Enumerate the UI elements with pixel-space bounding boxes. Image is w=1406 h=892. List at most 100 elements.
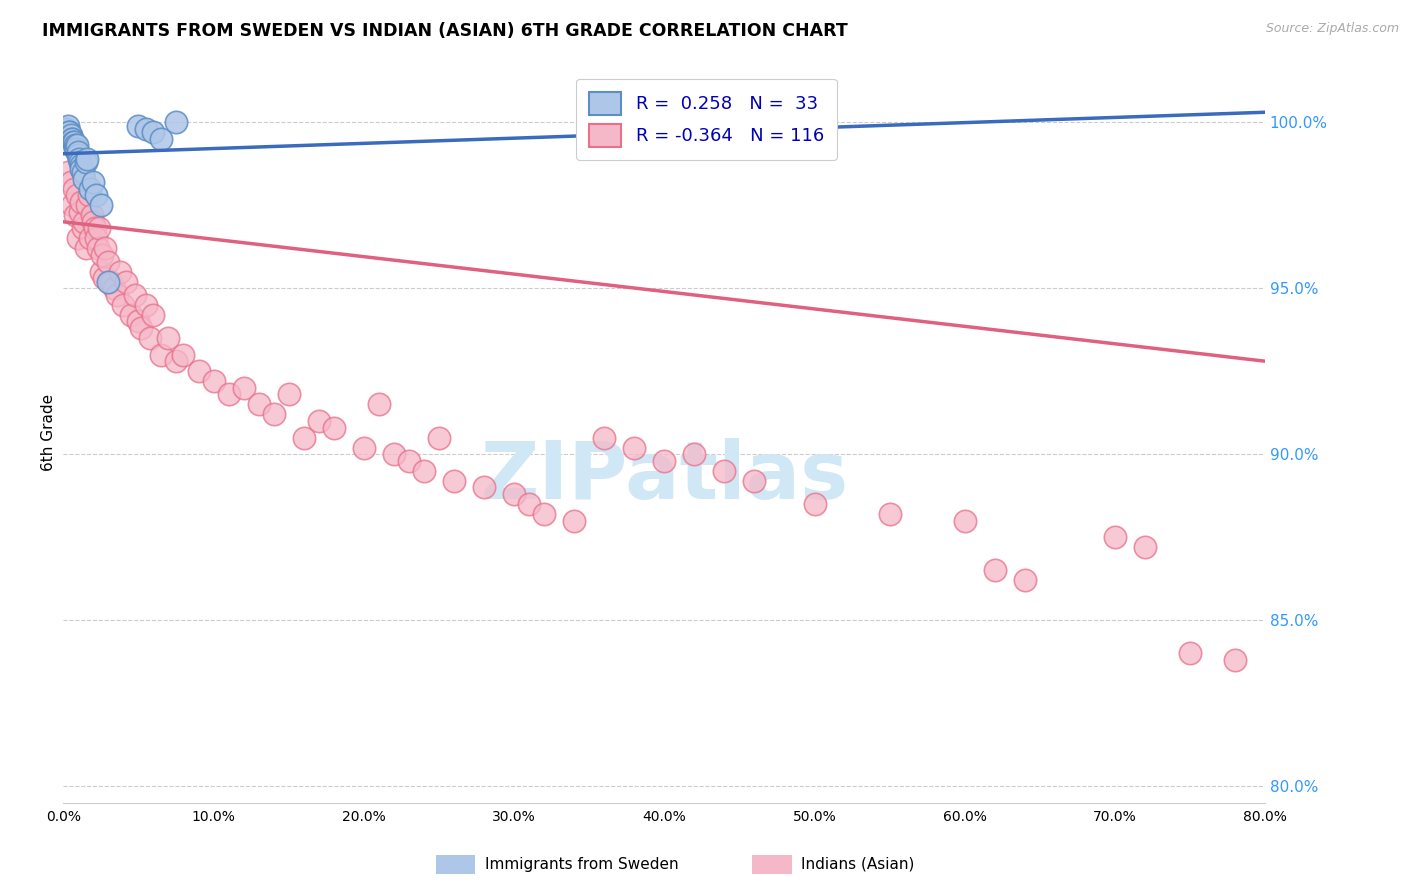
Point [97, 275, 120, 289]
Point [66, 148, 89, 162]
Point [58, 125, 80, 139]
Point [65, 142, 87, 156]
Point [142, 308, 165, 322]
Point [72, 165, 94, 179]
Point [62, 135, 84, 149]
Point [76, 152, 98, 166]
Point [56, 119, 79, 133]
Point [713, 464, 735, 478]
Point [1225, 653, 1247, 667]
Point [79, 181, 101, 195]
FancyBboxPatch shape [426, 849, 485, 880]
Point [503, 487, 526, 501]
Legend: R =  0.258   N =  33, R = -0.364   N = 116: R = 0.258 N = 33, R = -0.364 N = 116 [576, 78, 837, 160]
Text: ZIPatlas: ZIPatlas [481, 438, 848, 516]
Point [67, 152, 90, 166]
Point [149, 132, 172, 146]
Point [70, 161, 93, 176]
Point [55, 121, 77, 136]
Point [87, 241, 110, 255]
Point [803, 497, 825, 511]
Point [533, 507, 555, 521]
Point [66, 188, 89, 202]
Point [953, 514, 976, 528]
Point [112, 298, 135, 312]
Point [60, 198, 83, 212]
Point [86, 231, 108, 245]
Point [247, 397, 270, 411]
Point [69, 204, 91, 219]
Point [62, 181, 84, 195]
Point [59, 175, 82, 189]
Point [322, 420, 344, 434]
Point [135, 298, 157, 312]
Point [65, 142, 87, 156]
Point [382, 447, 405, 461]
Point [277, 387, 299, 401]
Point [110, 264, 132, 278]
Point [308, 414, 330, 428]
Point [652, 454, 676, 468]
Point [58, 125, 80, 139]
Point [131, 321, 153, 335]
Point [398, 454, 420, 468]
Point [105, 288, 128, 302]
Point [263, 408, 285, 422]
Point [135, 121, 157, 136]
Point [62, 135, 84, 149]
Point [202, 374, 225, 388]
Point [56, 165, 79, 179]
Point [60, 132, 83, 146]
Point [1104, 530, 1126, 544]
Point [427, 431, 450, 445]
Point [100, 275, 122, 289]
Point [744, 474, 766, 488]
Point [683, 447, 706, 461]
Point [73, 171, 96, 186]
Point [80, 208, 103, 222]
Point [66, 138, 89, 153]
Point [232, 381, 254, 395]
Point [86, 188, 108, 202]
Point [413, 464, 436, 478]
Point [59, 128, 82, 143]
Point [218, 387, 240, 401]
Point [90, 198, 112, 212]
Point [89, 221, 111, 235]
Point [97, 254, 120, 268]
Point [142, 125, 165, 139]
Point [165, 354, 187, 368]
Point [187, 364, 209, 378]
Point [292, 431, 315, 445]
Point [562, 514, 585, 528]
Point [69, 155, 91, 169]
Point [73, 215, 96, 229]
Point [443, 474, 465, 488]
Point [127, 314, 149, 328]
Point [76, 198, 98, 212]
Point [103, 281, 125, 295]
FancyBboxPatch shape [742, 849, 801, 880]
Point [984, 563, 1007, 577]
Point [93, 271, 115, 285]
Point [67, 231, 90, 245]
Point [65, 208, 87, 222]
Point [120, 308, 142, 322]
Point [67, 145, 90, 159]
Point [90, 264, 112, 278]
Text: Immigrants from Sweden: Immigrants from Sweden [485, 857, 679, 871]
Point [472, 480, 495, 494]
Point [82, 215, 104, 229]
Point [139, 331, 162, 345]
Y-axis label: 6th Grade: 6th Grade [41, 394, 56, 471]
Text: Source: ZipAtlas.com: Source: ZipAtlas.com [1265, 22, 1399, 36]
Point [517, 497, 540, 511]
Point [1014, 574, 1036, 588]
Point [83, 221, 105, 235]
Point [70, 194, 93, 209]
Text: IMMIGRANTS FROM SWEDEN VS INDIAN (ASIAN) 6TH GRADE CORRELATION CHART: IMMIGRANTS FROM SWEDEN VS INDIAN (ASIAN)… [42, 22, 848, 40]
Point [172, 348, 194, 362]
Point [63, 138, 86, 153]
Point [353, 441, 375, 455]
Point [79, 231, 101, 245]
